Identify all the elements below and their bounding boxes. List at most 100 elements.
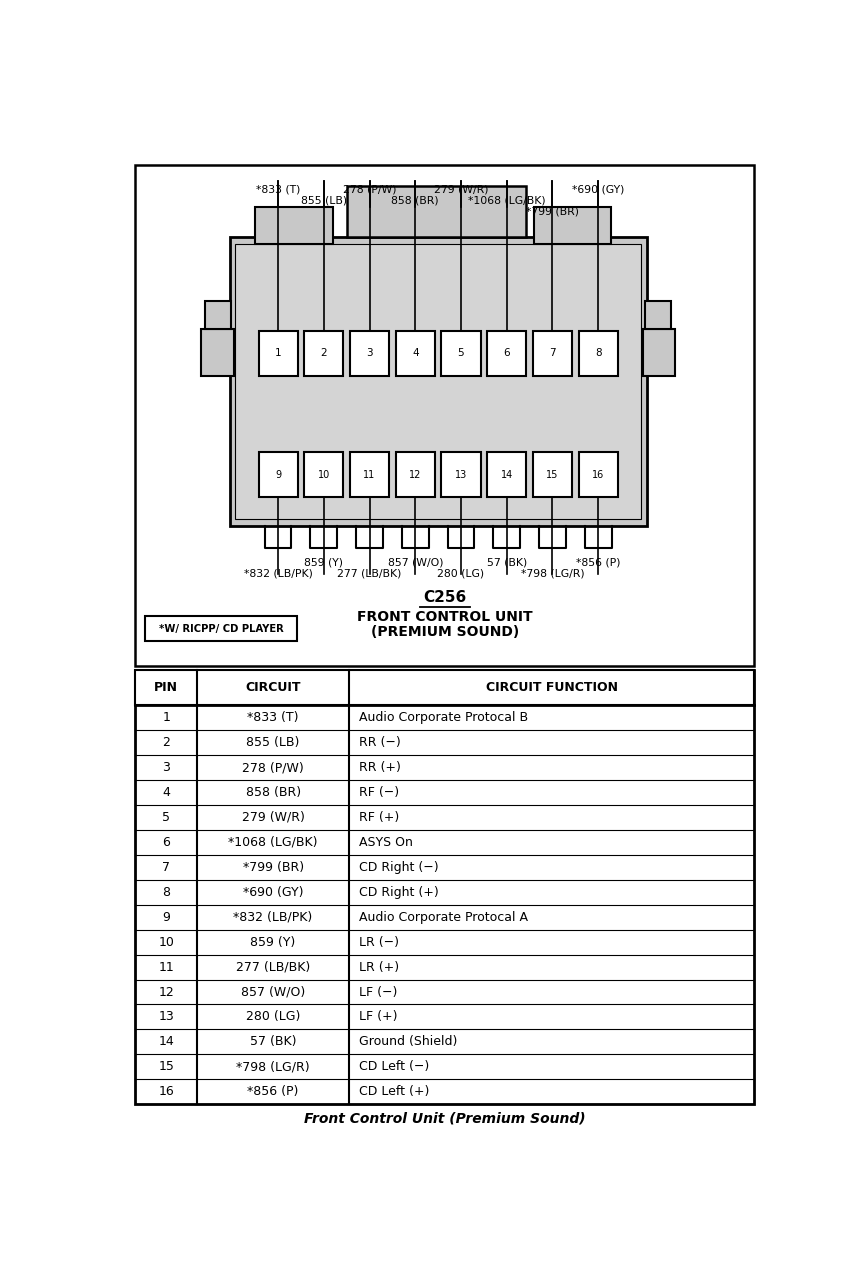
Text: CD Right (−): CD Right (−)	[359, 861, 438, 874]
Text: LR (+): LR (+)	[359, 961, 399, 974]
Bar	[487, 330, 526, 375]
Bar	[206, 301, 231, 329]
Bar	[350, 452, 389, 498]
Text: 3: 3	[366, 348, 373, 359]
Bar	[135, 670, 754, 1104]
Bar	[533, 330, 572, 375]
Bar	[201, 329, 233, 375]
Bar	[350, 330, 389, 375]
Text: RF (−): RF (−)	[359, 786, 399, 799]
Text: 859 (Y): 859 (Y)	[251, 935, 296, 948]
Text: *690 (GY): *690 (GY)	[572, 185, 624, 194]
Text: 858 (BR): 858 (BR)	[391, 195, 439, 205]
Text: 13: 13	[455, 470, 467, 480]
Bar	[235, 245, 641, 518]
Text: 277 (LB/BK): 277 (LB/BK)	[338, 569, 402, 578]
Text: CIRCUIT FUNCTION: CIRCUIT FUNCTION	[485, 681, 618, 694]
Text: 855 (LB): 855 (LB)	[300, 195, 347, 205]
Text: 57 (BK): 57 (BK)	[250, 1035, 296, 1049]
Text: *832 (LB/PK): *832 (LB/PK)	[244, 569, 312, 578]
Text: RR (+): RR (+)	[359, 760, 401, 775]
Text: *799 (BR): *799 (BR)	[526, 207, 579, 216]
Text: 277 (LB/BK): 277 (LB/BK)	[236, 961, 310, 974]
Text: 15: 15	[546, 470, 559, 480]
Text: *856 (P): *856 (P)	[576, 558, 621, 568]
Bar	[642, 329, 675, 375]
Text: *832 (LB/PK): *832 (LB/PK)	[233, 911, 312, 924]
Text: 1: 1	[162, 711, 170, 725]
Text: 9: 9	[275, 470, 281, 480]
Bar	[255, 207, 332, 245]
Text: 2: 2	[320, 348, 327, 359]
Text: *833 (T): *833 (T)	[256, 185, 300, 194]
Text: 5: 5	[162, 812, 170, 824]
Text: *690 (GY): *690 (GY)	[243, 886, 303, 898]
Bar	[347, 185, 526, 236]
Text: 279 (W/R): 279 (W/R)	[434, 185, 488, 194]
Text: 1: 1	[274, 348, 281, 359]
Bar	[305, 452, 343, 498]
Text: *1068 (LG/BK): *1068 (LG/BK)	[228, 836, 318, 849]
Text: 857 (W/O): 857 (W/O)	[387, 558, 443, 568]
Text: 13: 13	[159, 1011, 174, 1023]
Text: CD Right (+): CD Right (+)	[359, 886, 438, 898]
Text: Audio Corporate Protocal A: Audio Corporate Protocal A	[359, 911, 528, 924]
Text: 8: 8	[162, 886, 170, 898]
Text: 11: 11	[364, 470, 376, 480]
Text: 12: 12	[409, 470, 422, 480]
Bar	[442, 330, 481, 375]
Text: 3: 3	[162, 760, 170, 775]
Text: 5: 5	[457, 348, 464, 359]
Text: 855 (LB): 855 (LB)	[247, 736, 299, 749]
Text: 2: 2	[162, 736, 170, 749]
Bar	[396, 452, 435, 498]
Text: 6: 6	[503, 348, 510, 359]
Text: 859 (Y): 859 (Y)	[305, 558, 343, 568]
Bar	[146, 616, 297, 642]
Text: *798 (LG/R): *798 (LG/R)	[236, 1060, 310, 1073]
Text: 11: 11	[159, 961, 174, 974]
Bar	[442, 452, 481, 498]
Text: *799 (BR): *799 (BR)	[242, 861, 304, 874]
Bar	[579, 330, 618, 375]
Text: 280 (LG): 280 (LG)	[246, 1011, 300, 1023]
Text: 14: 14	[159, 1035, 174, 1049]
Bar	[487, 452, 526, 498]
Bar	[645, 301, 671, 329]
Text: Front Control Unit (Premium Sound): Front Control Unit (Premium Sound)	[304, 1111, 586, 1125]
Text: Ground (Shield): Ground (Shield)	[359, 1035, 457, 1049]
Text: Audio Corporate Protocal B: Audio Corporate Protocal B	[359, 711, 528, 725]
Bar	[305, 330, 343, 375]
Text: 7: 7	[162, 861, 170, 874]
Text: 16: 16	[592, 470, 604, 480]
Text: 8: 8	[595, 348, 602, 359]
Text: *W/ RICPP/ CD PLAYER: *W/ RICPP/ CD PLAYER	[159, 624, 284, 634]
Text: 7: 7	[549, 348, 556, 359]
Text: 279 (W/R): 279 (W/R)	[241, 812, 305, 824]
Bar	[135, 670, 754, 706]
Bar	[534, 207, 611, 245]
Bar	[579, 452, 618, 498]
Text: C256: C256	[424, 590, 466, 605]
Text: 278 (P/W): 278 (P/W)	[343, 185, 397, 194]
Text: FRONT CONTROL UNIT: FRONT CONTROL UNIT	[357, 610, 533, 624]
Text: *1068 (LG/BK): *1068 (LG/BK)	[468, 195, 546, 205]
Text: 280 (LG): 280 (LG)	[437, 569, 484, 578]
Text: 6: 6	[162, 836, 170, 849]
Text: LF (−): LF (−)	[359, 985, 398, 999]
Text: 57 (BK): 57 (BK)	[487, 558, 527, 568]
Text: 9: 9	[162, 911, 170, 924]
Text: 12: 12	[159, 985, 174, 999]
Bar	[533, 452, 572, 498]
Text: RF (+): RF (+)	[359, 812, 399, 824]
Text: 10: 10	[318, 470, 330, 480]
Text: LF (+): LF (+)	[359, 1011, 398, 1023]
Text: 858 (BR): 858 (BR)	[246, 786, 300, 799]
Bar	[229, 236, 647, 527]
Text: 4: 4	[162, 786, 170, 799]
Text: CIRCUIT: CIRCUIT	[246, 681, 301, 694]
Bar	[259, 452, 298, 498]
Text: ASYS On: ASYS On	[359, 836, 413, 849]
Text: 16: 16	[159, 1085, 174, 1099]
Text: 14: 14	[501, 470, 513, 480]
